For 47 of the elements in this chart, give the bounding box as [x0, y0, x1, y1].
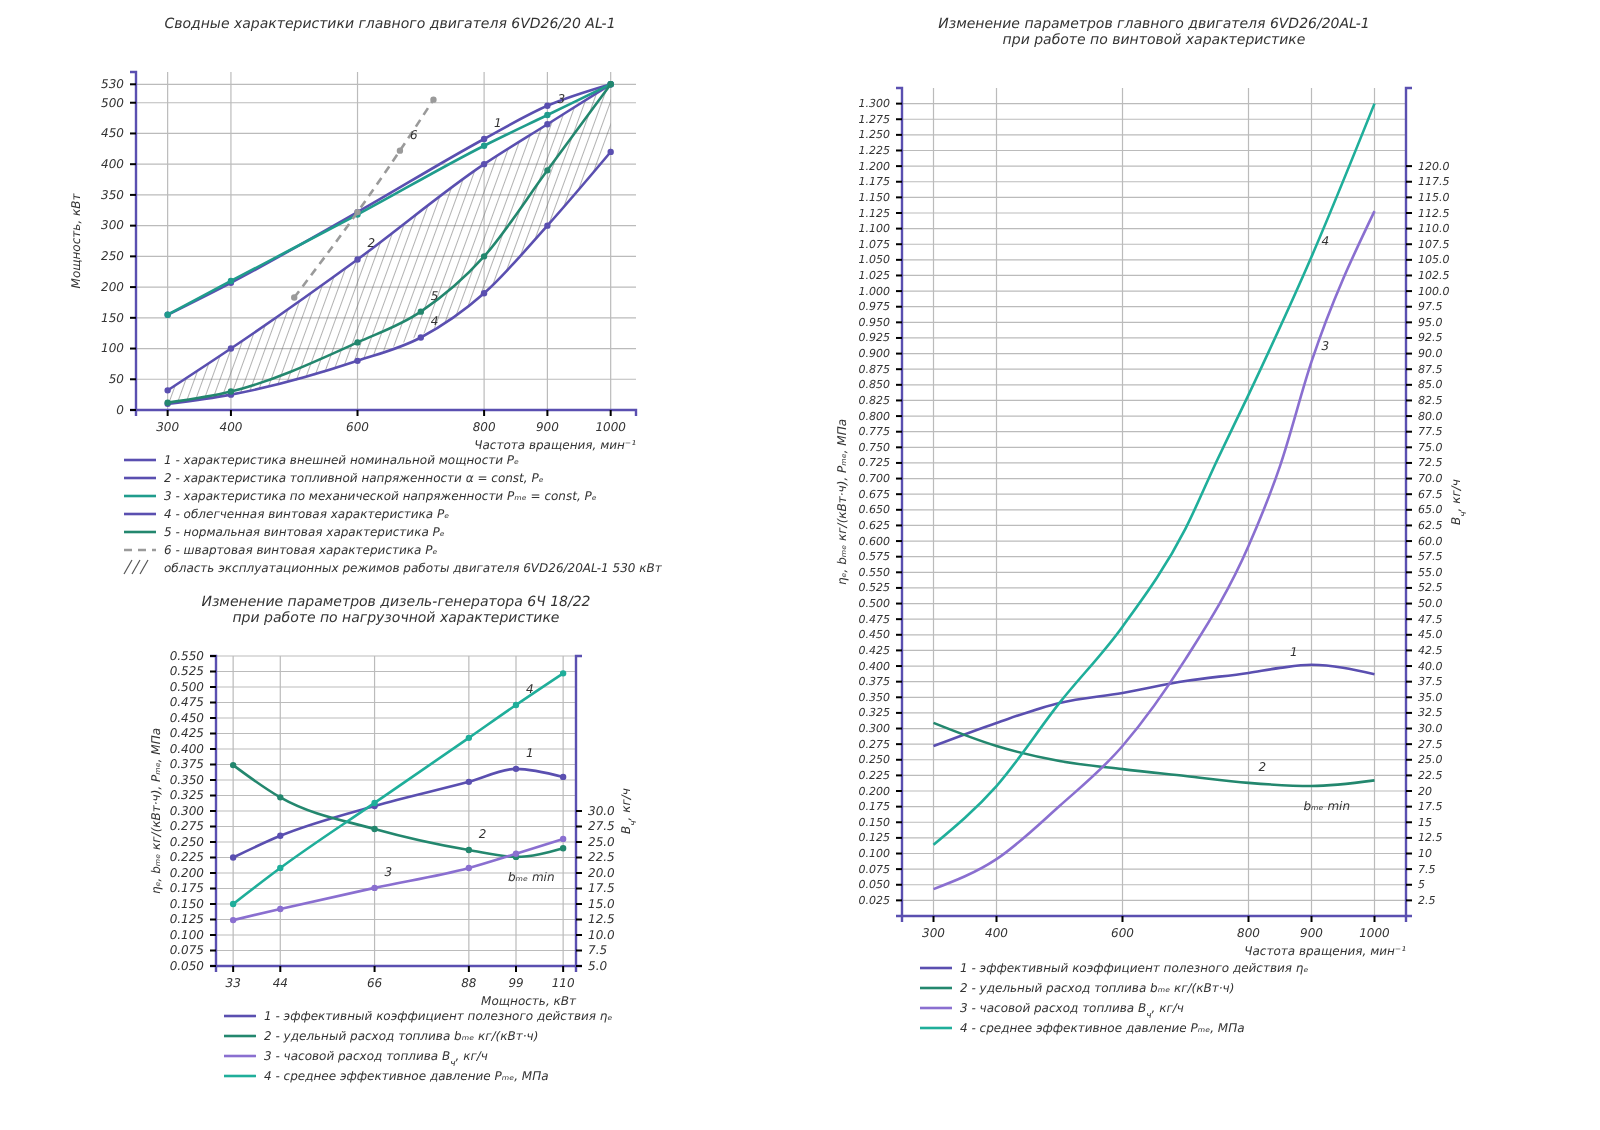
- point: [227, 345, 235, 352]
- point: [277, 794, 284, 801]
- point: [465, 734, 473, 742]
- point: [465, 778, 473, 786]
- line-series: [229, 670, 567, 908]
- point: [277, 905, 284, 913]
- point: [465, 846, 473, 854]
- point: [544, 222, 551, 229]
- point: [559, 845, 567, 852]
- line-series: [932, 663, 1376, 748]
- point: [371, 825, 378, 833]
- point: [417, 334, 424, 341]
- point: [277, 832, 284, 839]
- point: [354, 357, 361, 365]
- point: [430, 96, 437, 103]
- point: [512, 701, 520, 709]
- point: [480, 142, 488, 149]
- line-series: [291, 96, 437, 301]
- point: [480, 135, 488, 143]
- point: [229, 854, 237, 861]
- point: [291, 294, 298, 301]
- point: [559, 773, 567, 781]
- point: [164, 387, 171, 394]
- point: [396, 147, 404, 154]
- point: [480, 161, 488, 168]
- point: [544, 121, 551, 128]
- line-series: [932, 209, 1376, 891]
- point: [229, 761, 237, 769]
- point: [544, 167, 551, 174]
- point: [371, 884, 378, 892]
- point: [559, 835, 567, 843]
- point: [465, 864, 473, 872]
- point: [512, 765, 520, 773]
- line-series: [932, 102, 1376, 847]
- point: [354, 339, 361, 346]
- point: [354, 256, 361, 263]
- point: [229, 900, 237, 908]
- point: [480, 290, 488, 297]
- point: [417, 308, 424, 315]
- point: [544, 102, 551, 109]
- point: [277, 864, 284, 872]
- point: [559, 670, 567, 677]
- point: [480, 253, 488, 260]
- point: [607, 148, 614, 156]
- point: [544, 111, 551, 119]
- line-series: [932, 721, 1376, 788]
- point: [229, 916, 237, 924]
